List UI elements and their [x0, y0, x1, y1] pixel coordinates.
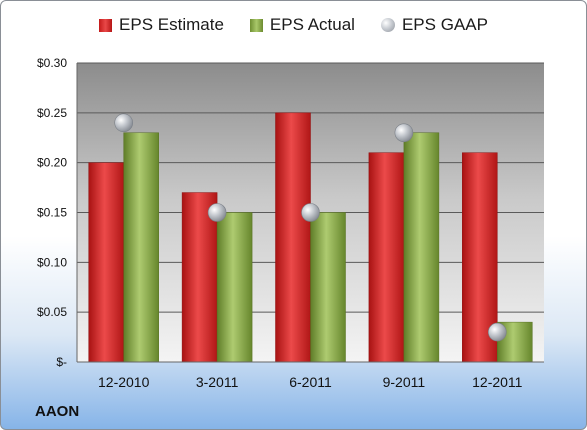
bar-eps-actual: [216, 212, 253, 363]
y-tick-label: $0.20: [37, 156, 67, 170]
marker-eps-gaap: [301, 203, 320, 222]
marker-eps-gaap: [394, 123, 414, 143]
bar-eps-estimate: [368, 152, 405, 363]
company-label: AAON: [35, 403, 80, 420]
y-tick-label: $0.10: [37, 255, 67, 269]
x-tick-label: 6-2011: [289, 374, 332, 390]
legend: EPS Estimate EPS Actual EPS GAAP: [1, 15, 586, 35]
x-tick-label: 3-2011: [196, 374, 239, 390]
x-tick-label: 9-2011: [383, 374, 426, 390]
legend-swatch-estimate: [99, 18, 113, 32]
axes: $- $0.05 $0.10 $0.15 $0.20 $0.25 $0.30 12-2010 3…: [37, 56, 544, 390]
marker-eps-gaap: [114, 113, 133, 133]
bar-eps-estimate: [181, 192, 218, 363]
legend-item-gaap: EPS GAAP: [380, 15, 488, 35]
y-tick-label: $-: [56, 355, 67, 369]
y-tick-label: $0.15: [37, 206, 67, 220]
x-tick-label: 12-2010: [98, 374, 150, 390]
legend-item-estimate: EPS Estimate: [99, 15, 224, 35]
legend-swatch-actual: [249, 18, 263, 32]
bars: [88, 112, 533, 363]
legend-label-gaap: EPS GAAP: [401, 15, 488, 34]
bar-eps-actual: [403, 132, 440, 363]
gaap-markers: [114, 113, 507, 342]
y-tick-label: $0.25: [37, 106, 67, 120]
bar-eps-estimate: [88, 162, 124, 363]
legend-swatch-gaap: [380, 18, 395, 32]
y-tick-label: $0.05: [37, 305, 67, 319]
legend-label-actual: EPS Actual: [269, 15, 355, 34]
marker-eps-gaap: [487, 322, 507, 342]
bar-eps-actual: [123, 132, 159, 363]
legend-item-actual: EPS Actual: [249, 15, 355, 35]
bar-eps-estimate: [275, 112, 311, 363]
y-tick-label: $0.30: [37, 56, 67, 70]
legend-label-estimate: EPS Estimate: [119, 15, 224, 34]
bar-eps-actual: [310, 212, 346, 363]
x-tick-label: 12-2011: [472, 374, 523, 390]
marker-eps-gaap: [207, 203, 227, 222]
